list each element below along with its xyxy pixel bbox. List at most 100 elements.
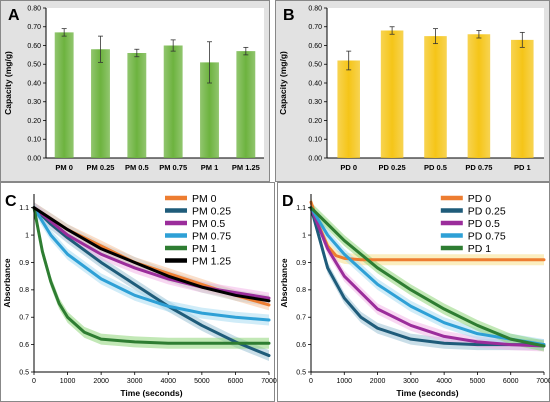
y-tick-label: 0.00 [308, 155, 322, 162]
y-tick-label: 0.8 [296, 287, 306, 294]
y-tick-label: 0.40 [308, 80, 322, 87]
series-line [309, 206, 546, 347]
y-tick-label: 1.1 [19, 205, 29, 212]
legend-label: PM 0.75 [192, 230, 231, 242]
panel-letter: A [8, 7, 20, 24]
bar [236, 51, 256, 158]
y-tick-label: 0.6 [296, 342, 306, 349]
x-tick-label: 2000 [370, 378, 386, 385]
series-line [32, 206, 271, 345]
y-tick-label: 0.6 [19, 342, 29, 349]
panel-b: 0.00 0.10 0.20 0.30 0.40 0.50 0.60 0.70 0.80 Capa… [275, 0, 550, 182]
y-tick-label: 0.9 [19, 260, 29, 267]
bar [54, 32, 74, 158]
panel-d: 0.5 0.6 0.7 0.8 0.9 1 1.1 0 1000 2000 3000 4000 5000… [277, 182, 550, 402]
x-category-label: PD 0.5 [424, 163, 447, 172]
bar [467, 34, 491, 158]
x-tick-label: 7000 [536, 378, 550, 385]
x-tick-label: 6000 [228, 378, 244, 385]
x-tick-label: 5000 [194, 378, 210, 385]
x-tick-label: 3000 [403, 378, 419, 385]
y-tick-label: 1 [25, 232, 29, 239]
y-tick-label: 0.60 [27, 43, 41, 50]
series-line [32, 206, 271, 300]
y-tick-label: 0.80 [27, 5, 41, 12]
legend-label: PD 0.5 [468, 218, 500, 230]
y-tick-label: 0.9 [296, 260, 306, 267]
plot-area [46, 8, 264, 158]
legend-label: PD 0 [468, 193, 492, 205]
x-tick-label: 1000 [60, 378, 76, 385]
x-category-label: PD 0 [340, 163, 357, 172]
bar [380, 30, 404, 158]
x-category-label: PM 0.5 [125, 163, 149, 172]
series-line [32, 206, 271, 303]
panel-letter: C [5, 193, 17, 210]
x-tick-label: 3000 [127, 378, 143, 385]
legend-label: PM 0.25 [192, 205, 231, 217]
legend-label: PD 0.25 [468, 205, 506, 217]
legend-label: PM 1 [192, 243, 217, 255]
x-category-label: PD 1 [514, 163, 531, 172]
y-tick-label: 1.1 [296, 205, 306, 212]
panel-c: 0.5 0.6 0.7 0.8 0.9 1 1.1 0 1000 2000 3000 4000 5000… [0, 182, 277, 402]
bar [200, 62, 219, 158]
panel-letter: B [283, 7, 295, 24]
x-tick-label: 0 [309, 378, 313, 385]
x-category-label: PM 1.25 [232, 163, 260, 172]
series-line [309, 206, 546, 348]
x-tick-label: 5000 [470, 378, 486, 385]
x-axis-label: Time (seconds) [396, 388, 458, 398]
y-axis-label: Absorbance [279, 258, 289, 307]
y-tick-label: 0.80 [308, 5, 322, 12]
y-tick-label: 0.8 [19, 287, 29, 294]
x-category-label: PM 0.75 [159, 163, 187, 172]
y-axis-label: Capacity (mg/g) [3, 51, 13, 115]
legend-label: PM 0.5 [192, 218, 225, 230]
y-tick-label: 0.70 [308, 24, 322, 31]
bar [337, 60, 360, 158]
x-category-label: PM 0 [55, 163, 73, 172]
series-line [32, 206, 271, 322]
x-category-label: PD 0.25 [379, 163, 406, 172]
bar [91, 49, 110, 158]
series-band [311, 202, 544, 352]
series-band [311, 202, 544, 351]
y-tick-label: 0.20 [27, 118, 41, 125]
y-tick-label: 0.20 [308, 118, 322, 125]
legend-label: PD 1 [468, 243, 492, 255]
panel-letter: D [282, 193, 294, 210]
bar [424, 36, 447, 158]
y-tick-label: 0.70 [27, 24, 41, 31]
y-tick-label: 0.50 [308, 62, 322, 69]
y-tick-label: 0.7 [19, 315, 29, 322]
y-tick-label: 0.40 [27, 80, 41, 87]
y-tick-label: 0.30 [27, 99, 41, 106]
x-axis-label: Time (seconds) [120, 388, 182, 398]
y-tick-label: 0.5 [296, 369, 306, 376]
y-tick-label: 1 [302, 232, 306, 239]
x-category-label: PD 0.75 [465, 163, 492, 172]
legend-label: PM 0 [192, 193, 217, 205]
y-tick-label: 0.60 [308, 43, 322, 50]
x-tick-label: 7000 [261, 378, 277, 385]
x-tick-label: 0 [32, 378, 36, 385]
y-axis-label: Capacity (mg/g) [278, 51, 288, 115]
x-category-label: PM 1 [201, 163, 219, 172]
x-tick-label: 4000 [160, 378, 176, 385]
y-tick-label: 0.5 [19, 369, 29, 376]
y-axis-label: Absorbance [2, 258, 12, 307]
series-line [309, 206, 546, 348]
y-tick-label: 0.30 [308, 99, 322, 106]
bar [127, 53, 147, 158]
y-tick-label: 0.7 [296, 315, 306, 322]
y-tick-label: 0.10 [27, 137, 41, 144]
y-tick-label: 0.50 [27, 62, 41, 69]
bar [511, 39, 534, 158]
series-line [32, 206, 271, 358]
x-tick-label: 4000 [436, 378, 452, 385]
x-category-label: PM 0.25 [87, 163, 115, 172]
y-tick-label: 0.00 [27, 155, 41, 162]
x-tick-label: 2000 [93, 378, 109, 385]
